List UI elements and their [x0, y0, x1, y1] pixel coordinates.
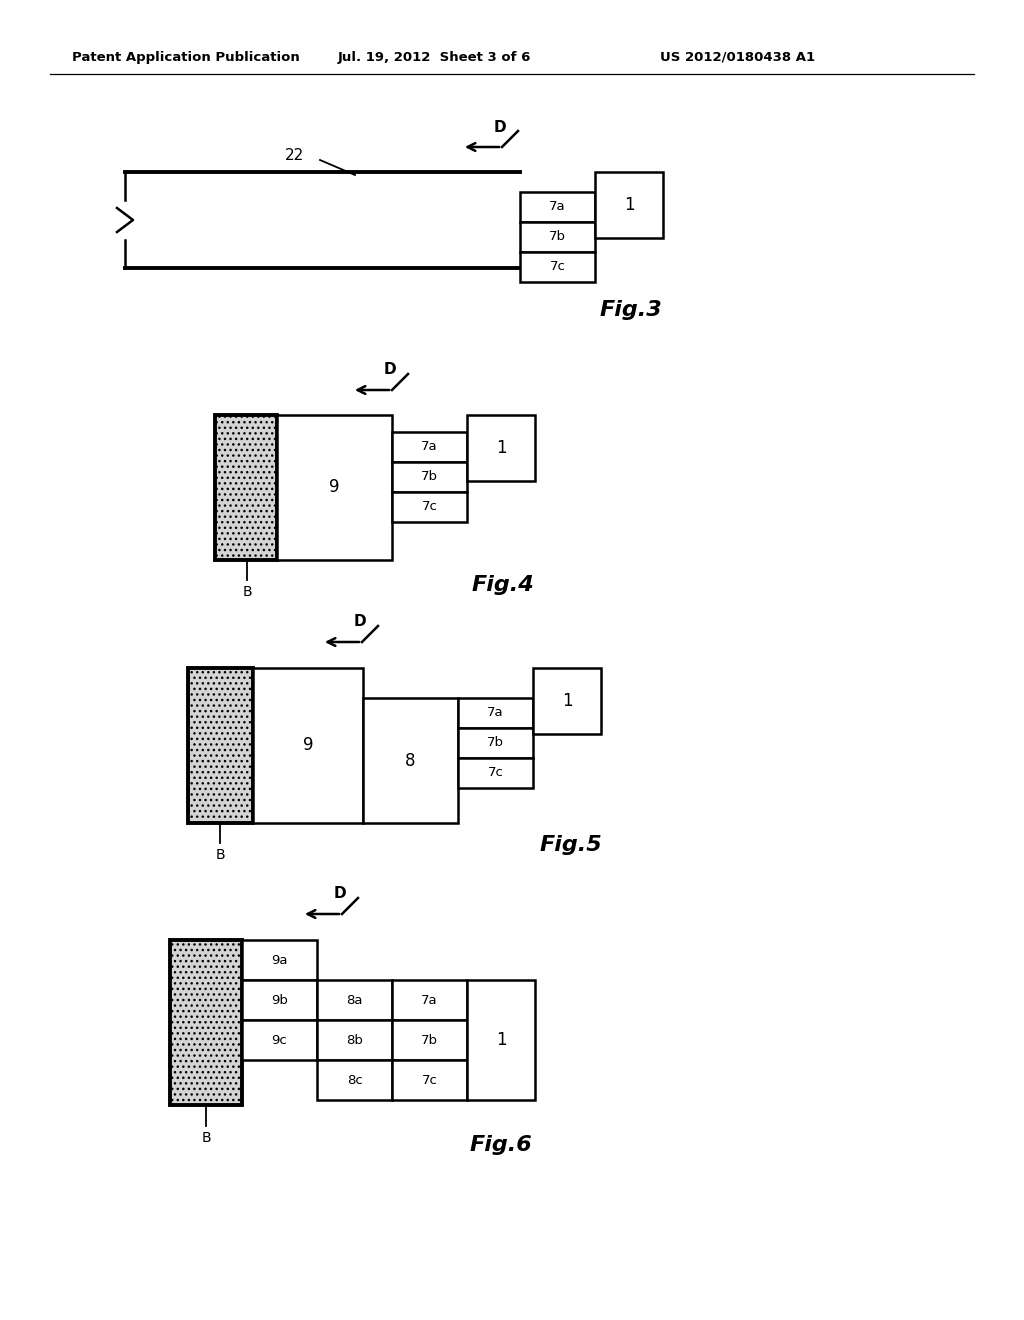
Bar [188, 668, 253, 822]
Text: 7b: 7b [549, 231, 566, 243]
Bar [242, 940, 317, 979]
Text: D: D [494, 120, 506, 135]
Bar [317, 1020, 392, 1060]
Text: 9: 9 [303, 737, 313, 755]
Text: 7b: 7b [421, 470, 438, 483]
Text: Patent Application Publication: Patent Application Publication [72, 50, 300, 63]
Bar [392, 462, 467, 492]
Bar [520, 222, 595, 252]
Bar [215, 414, 278, 560]
Text: Fig.6: Fig.6 [470, 1135, 532, 1155]
Text: B: B [243, 585, 252, 599]
Text: 8b: 8b [346, 1034, 362, 1047]
Text: 8: 8 [406, 751, 416, 770]
Bar [467, 414, 535, 480]
Bar [458, 698, 534, 729]
Text: 7c: 7c [422, 500, 437, 513]
Bar [392, 1020, 467, 1060]
Text: 9b: 9b [271, 994, 288, 1006]
Text: 22: 22 [286, 148, 304, 162]
Text: Fig.5: Fig.5 [540, 836, 603, 855]
Bar [317, 979, 392, 1020]
Text: 8a: 8a [346, 994, 362, 1006]
Text: 7c: 7c [422, 1073, 437, 1086]
Text: 8c: 8c [347, 1073, 362, 1086]
Text: Fig.3: Fig.3 [600, 300, 663, 319]
Text: 1: 1 [624, 195, 634, 214]
Text: 1: 1 [562, 692, 572, 710]
Bar [458, 729, 534, 758]
Bar [392, 492, 467, 521]
Text: 7a: 7a [421, 994, 438, 1006]
Text: US 2012/0180438 A1: US 2012/0180438 A1 [660, 50, 815, 63]
Bar [317, 1060, 392, 1100]
Text: B: B [201, 1131, 211, 1144]
Text: 7a: 7a [487, 706, 504, 719]
Text: 7a: 7a [549, 201, 566, 214]
Bar [534, 668, 601, 734]
Text: B: B [215, 847, 225, 862]
Bar [467, 979, 535, 1100]
Text: 7c: 7c [487, 767, 504, 780]
Bar [595, 172, 663, 238]
Text: 9: 9 [330, 479, 340, 496]
Text: 9a: 9a [271, 953, 288, 966]
Text: 1: 1 [496, 1031, 506, 1049]
Bar [278, 414, 392, 560]
Bar [170, 940, 242, 1105]
Bar [242, 979, 317, 1020]
Bar [253, 668, 362, 822]
Text: 7b: 7b [421, 1034, 438, 1047]
Text: 9c: 9c [271, 1034, 288, 1047]
Bar [458, 758, 534, 788]
Text: 1: 1 [496, 440, 506, 457]
Text: D: D [353, 615, 367, 630]
Text: 7c: 7c [550, 260, 565, 273]
Bar [520, 252, 595, 282]
Text: D: D [384, 363, 396, 378]
Text: 7a: 7a [421, 441, 438, 454]
Text: Fig.4: Fig.4 [472, 576, 535, 595]
Text: Jul. 19, 2012  Sheet 3 of 6: Jul. 19, 2012 Sheet 3 of 6 [338, 50, 531, 63]
Bar [362, 698, 458, 822]
Bar [392, 979, 467, 1020]
Bar [392, 1060, 467, 1100]
Bar [520, 191, 595, 222]
Text: 7b: 7b [487, 737, 504, 750]
Text: D: D [334, 887, 346, 902]
Bar [392, 432, 467, 462]
Bar [242, 1020, 317, 1060]
